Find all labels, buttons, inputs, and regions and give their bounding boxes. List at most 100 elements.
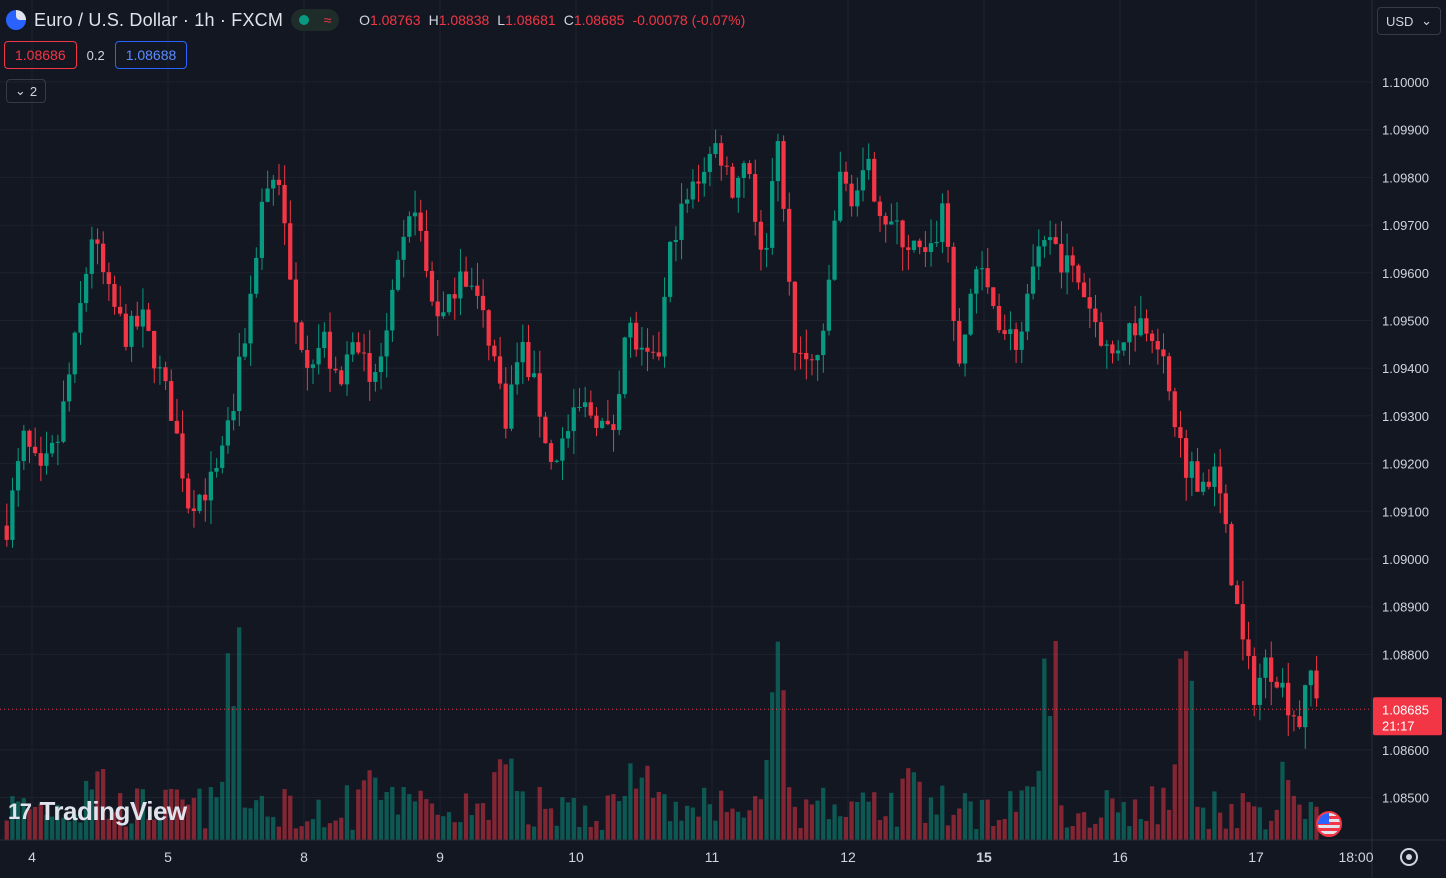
- volume-bar: [458, 822, 463, 840]
- candle-body: [1257, 677, 1262, 705]
- volume-bar: [446, 812, 452, 840]
- candle-body: [645, 347, 650, 352]
- candle-body: [1155, 341, 1160, 350]
- volume-bar: [1093, 823, 1098, 840]
- volume-bar: [719, 790, 724, 840]
- volume-bar: [741, 817, 746, 840]
- volume-bar: [463, 793, 469, 840]
- candle-body: [390, 289, 395, 331]
- volume-bar: [764, 759, 769, 840]
- volume-bar: [344, 785, 350, 840]
- candle-body: [1047, 237, 1053, 241]
- symbol-title[interactable]: Euro / U.S. Dollar · 1h · FXCM: [34, 9, 284, 30]
- volume-bar: [310, 819, 316, 840]
- settings-gear-icon[interactable]: [1400, 848, 1418, 866]
- volume-bar: [900, 778, 905, 840]
- candle-body: [804, 353, 809, 360]
- candle-body: [135, 315, 140, 327]
- volume-bar: [1217, 812, 1223, 840]
- volume-bar: [367, 770, 372, 840]
- candle-body: [906, 247, 911, 250]
- candle-body: [378, 356, 384, 373]
- candle-body: [401, 236, 406, 260]
- candle-body: [21, 430, 26, 462]
- volume-bar: [118, 793, 123, 840]
- buy-button[interactable]: 1.08688: [114, 41, 188, 69]
- x-tick-label: 8: [300, 849, 308, 865]
- chevron-down-icon: ⌄: [1421, 13, 1432, 28]
- candle-body: [843, 171, 849, 184]
- y-tick-label: 1.09200: [1382, 457, 1429, 472]
- y-tick-label: 1.09400: [1382, 361, 1429, 376]
- candle-body: [656, 352, 661, 357]
- candle-body: [1291, 715, 1296, 717]
- volume-bar: [1098, 817, 1104, 840]
- volume-bar: [1269, 820, 1274, 840]
- volume-bar: [1274, 809, 1279, 840]
- candle-body: [1115, 350, 1121, 354]
- indicators-collapse-button[interactable]: ⌄ 2: [6, 79, 46, 103]
- volume-bar: [781, 690, 786, 840]
- candle-body: [384, 330, 389, 357]
- candle-body: [667, 241, 673, 297]
- volume-bar: [163, 789, 168, 840]
- tradingview-logo[interactable]: 17 TradingView: [8, 796, 187, 827]
- volume-bar: [10, 796, 15, 840]
- candle-body: [169, 381, 174, 421]
- candle-body: [361, 352, 367, 354]
- candle-body: [276, 179, 282, 185]
- volume-bar: [713, 820, 718, 840]
- candle-body: [996, 305, 1002, 331]
- time-axis[interactable]: 4 5 8 9 10 11 12 15 16 17 18:00: [28, 849, 1374, 865]
- candle-body: [1286, 682, 1291, 716]
- candle-body: [1019, 331, 1024, 350]
- candle-body: [214, 467, 219, 472]
- volume-bar: [1076, 813, 1081, 840]
- volume-bar: [129, 823, 134, 840]
- candle-body: [55, 441, 60, 443]
- candle-body: [95, 239, 100, 244]
- candle-body: [452, 294, 457, 299]
- candle-body: [770, 181, 775, 248]
- y-tick-label: 1.08800: [1382, 647, 1429, 662]
- volume-bar: [667, 821, 673, 840]
- candle-body: [1138, 318, 1143, 336]
- candle-body: [78, 303, 83, 333]
- candle-body: [616, 394, 622, 431]
- candle-body: [106, 272, 111, 285]
- currency-select[interactable]: USD ⌄: [1377, 7, 1441, 35]
- volume-bar: [1280, 761, 1285, 840]
- volume-bar: [707, 804, 712, 840]
- volume-bar: [679, 820, 684, 840]
- market-status-pill[interactable]: ≈: [291, 9, 340, 31]
- candle-body: [855, 190, 860, 207]
- y-tick-label: 1.08600: [1382, 743, 1429, 758]
- volume-bar: [339, 817, 344, 840]
- price-axis[interactable]: 1.10000 1.09900 1.09800 1.09700 1.09600 1.095…: [1382, 75, 1429, 806]
- candle-body: [429, 270, 435, 302]
- candle-body: [83, 273, 89, 304]
- candle-body: [1223, 493, 1228, 525]
- volume-bar: [401, 787, 406, 840]
- volume-bar: [174, 789, 179, 840]
- volume-bar: [1161, 787, 1166, 840]
- volume-bar: [645, 765, 650, 840]
- candle-body: [373, 372, 378, 382]
- volume-bar: [775, 641, 780, 840]
- volume-bar: [770, 692, 775, 840]
- volume-bar: [441, 816, 446, 840]
- x-tick-label: 10: [568, 849, 584, 865]
- volume-bar: [1047, 716, 1053, 840]
- tradingview-wordmark: TradingView: [39, 796, 187, 826]
- sell-button[interactable]: 1.08686: [4, 41, 77, 69]
- candle-body: [923, 247, 928, 252]
- candle-body: [446, 294, 452, 313]
- us-flag-event-icon[interactable]: [1316, 811, 1342, 837]
- candle-body: [838, 171, 843, 221]
- volume-bar: [49, 816, 55, 840]
- candle-body: [32, 446, 38, 454]
- volume-bar: [418, 790, 423, 840]
- volume-bar: [996, 820, 1002, 840]
